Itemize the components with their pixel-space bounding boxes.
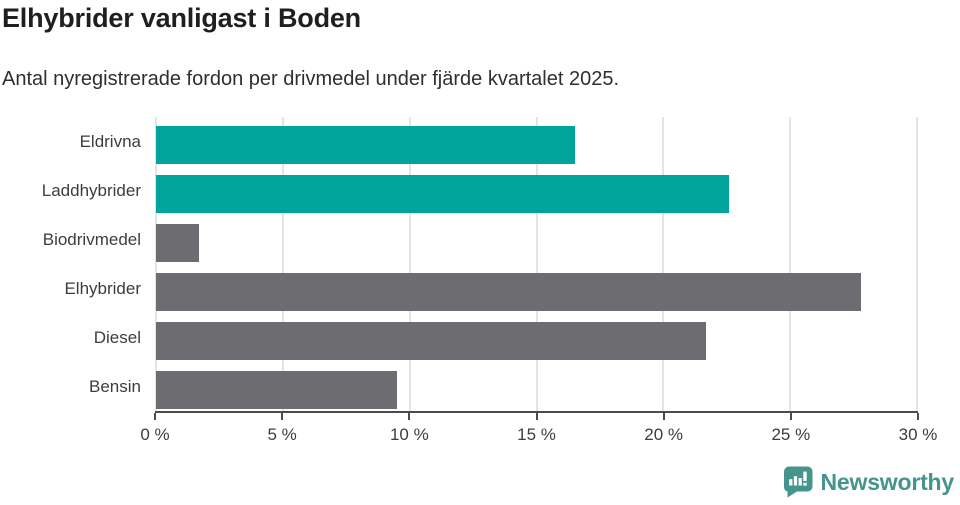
chart-title: Elhybrider vanligast i Boden	[2, 3, 361, 33]
bar-track	[156, 125, 917, 164]
bar-track	[156, 272, 917, 311]
newsworthy-icon	[783, 466, 813, 498]
tick-mark-15	[535, 413, 538, 420]
bar-laddhybrider	[156, 174, 730, 213]
tick-mark-30	[917, 413, 919, 420]
bar-diesel	[156, 321, 707, 360]
bar-track	[156, 223, 917, 262]
tick-label: 25 %	[771, 425, 811, 444]
category-label: Elhybrider	[64, 278, 141, 298]
tick-label: 15 %	[517, 425, 556, 444]
category-label: Diesel	[93, 327, 141, 347]
tick-label: 0 %	[140, 425, 170, 444]
bar-row: Eldrivna	[0, 117, 960, 166]
bar-row: Laddhybrider	[0, 166, 960, 215]
brand-name: Newsworthy	[820, 468, 955, 495]
chart-subtitle: Antal nyregistrerade fordon per drivmede…	[2, 68, 620, 90]
bar-row: Elhybrider	[0, 264, 960, 313]
tick-label: 10 %	[389, 425, 429, 444]
tick-label: 20 %	[644, 425, 684, 444]
bar-track	[156, 321, 917, 360]
x-axis: 0 % 5 % 10 % 15 % 20 % 25 % 30 %	[140, 411, 937, 453]
gridline-10	[408, 117, 411, 411]
gridline-5	[281, 117, 284, 411]
category-label: Eldrivna	[79, 131, 141, 151]
bar-bensin	[156, 370, 397, 409]
gridline-20	[662, 117, 665, 411]
gridline-15	[535, 117, 538, 411]
category-label: Bensin	[89, 376, 141, 396]
category-label: Biodrivmedel	[42, 229, 141, 249]
bar-elhybrider	[156, 272, 862, 311]
tick-mark-25	[789, 413, 792, 420]
bar-track	[156, 370, 917, 409]
tick-mark-20	[662, 413, 665, 420]
gridline-25	[789, 117, 792, 411]
tick-label: 30 %	[898, 425, 938, 444]
bar-row: Biodrivmedel	[0, 215, 960, 264]
plot-gridlines	[155, 117, 918, 411]
bar-row: Bensin	[0, 362, 960, 411]
bar-row: Diesel	[0, 313, 960, 362]
tick-label: 5 %	[267, 425, 297, 444]
brand-logo: Newsworthy	[783, 466, 954, 498]
bar-biodrivmedel	[156, 223, 200, 262]
bar-track	[156, 174, 917, 213]
category-label: Laddhybrider	[41, 180, 141, 200]
tick-mark-10	[408, 413, 411, 420]
bar-chart: Eldrivna Laddhybrider Biodrivmedel Elhybrid…	[0, 117, 960, 411]
gridline-0	[155, 117, 157, 411]
bar-eldrivna	[156, 125, 575, 164]
gridline-30	[916, 117, 918, 411]
tick-mark-5	[281, 413, 284, 420]
tick-mark-0	[154, 413, 156, 420]
